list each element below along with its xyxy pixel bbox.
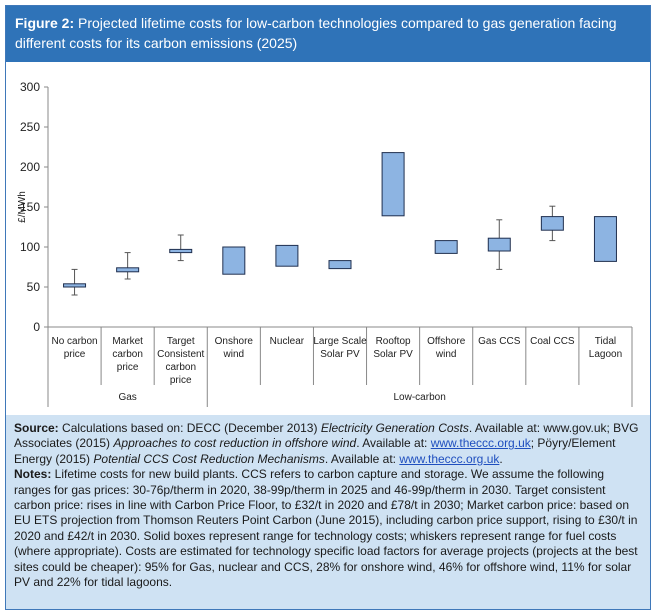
- source-italic-1: Electricity Generation Costs: [320, 421, 469, 435]
- source-label: Source:: [14, 421, 59, 435]
- category-label: Solar PV: [373, 349, 413, 360]
- source-text-2: . Available at: www.gov.uk; BVG Associat…: [14, 421, 639, 451]
- y-tick-label: 50: [27, 280, 41, 294]
- category-label: Large Scale: [313, 336, 367, 347]
- cost-range-box: [434, 240, 458, 254]
- source-link-2[interactable]: www.theccc.org.uk: [399, 451, 500, 466]
- category-label: Offshore: [427, 336, 466, 347]
- cost-range-box: [116, 267, 140, 273]
- category-label: Tidal: [595, 336, 616, 347]
- cost-range-box: [487, 237, 511, 252]
- source-text-1: Calculations based on: DECC (December 20…: [58, 421, 321, 435]
- y-tick-label: 200: [20, 160, 40, 174]
- y-tick-label: 100: [20, 240, 40, 254]
- category-label: Onshore: [215, 336, 254, 347]
- cost-range-box: [593, 216, 617, 262]
- notes-text: Lifetime costs for new build plants. CCS…: [14, 467, 638, 590]
- notes-label: Notes:: [14, 467, 52, 482]
- source-text-4: ; Pöyry/Element Energy (2015): [14, 436, 616, 466]
- y-tick-label: 250: [20, 120, 40, 134]
- category-label: price: [64, 349, 86, 360]
- y-axis-label: £/MWh: [17, 191, 28, 223]
- cost-range-box: [222, 246, 246, 275]
- group-label: Gas: [118, 392, 136, 403]
- cost-range-box: [540, 216, 564, 231]
- cost-range-box: [169, 248, 193, 254]
- source-text-6: .: [499, 451, 503, 466]
- source-italic-2: Approaches to cost reduction in offshore…: [113, 436, 357, 451]
- category-label: No carbon: [51, 336, 97, 347]
- figure-label: Figure 2:: [15, 15, 75, 31]
- figure-title-text: Projected lifetime costs for low-carbon …: [15, 15, 617, 51]
- category-label: Consistent: [157, 349, 204, 360]
- cost-range-box: [381, 152, 405, 217]
- y-tick-label: 150: [20, 200, 40, 214]
- category-label: Nuclear: [270, 336, 305, 347]
- category-label: Rooftop: [376, 336, 411, 347]
- source-notes-box: Source: Calculations based on: DECC (Dec…: [6, 415, 650, 609]
- category-label: price: [117, 362, 139, 373]
- category-label: price: [170, 375, 192, 386]
- category-label: Lagoon: [589, 349, 622, 360]
- cost-range-box: [328, 260, 352, 270]
- cost-range-box: [275, 244, 299, 267]
- category-label: Solar PV: [320, 349, 360, 360]
- y-tick-label: 300: [20, 80, 40, 94]
- category-label: wind: [223, 349, 245, 360]
- category-label: Target: [167, 336, 195, 347]
- source-text-5: . Available at:: [324, 451, 400, 466]
- category-label: Market: [112, 336, 143, 347]
- group-label: Low-carbon: [394, 392, 446, 403]
- y-tick-label: 0: [33, 320, 40, 334]
- source-link-1[interactable]: www.theccc.org.uk: [430, 436, 531, 451]
- category-label: carbon: [112, 349, 143, 360]
- source-italic-3: Potential CCS Cost Reduction Mechanisms: [93, 451, 325, 466]
- category-label: carbon: [165, 362, 196, 373]
- chart: 0 50 100 150 200 250 300 £/MWh No carbon price Mar…: [17, 80, 633, 407]
- category-label: Gas CCS: [478, 336, 521, 347]
- source-text-3: . Available at:: [356, 436, 431, 451]
- figure-frame: Figure 2: Projected lifetime costs for l…: [5, 5, 651, 610]
- cost-range-box: [63, 283, 87, 288]
- figure-title: Figure 2: Projected lifetime costs for l…: [6, 6, 650, 62]
- category-label: Coal CCS: [530, 336, 575, 347]
- category-label: wind: [435, 349, 457, 360]
